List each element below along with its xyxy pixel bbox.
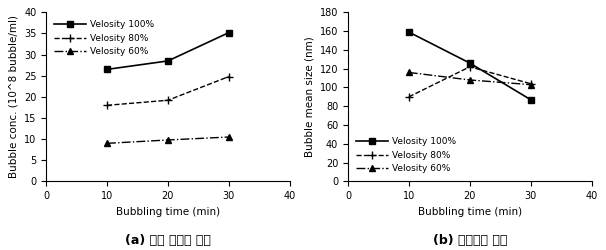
Text: (b) 기포크기 평균: (b) 기포크기 평균 (433, 234, 507, 248)
Velosity 100% (164, 60, 171, 62)
Text: (a) 기포 개체수 평균: (a) 기포 개체수 평균 (125, 234, 211, 248)
Velosity 100% (405, 30, 413, 34)
Velosity 60% (225, 136, 233, 138)
Velosity 100% (225, 31, 233, 34)
Velosity 100% (466, 62, 473, 64)
Velosity 80% (104, 104, 111, 107)
X-axis label: Bubbling time (min): Bubbling time (min) (116, 207, 220, 217)
Velosity 60% (104, 142, 111, 145)
Velosity 100% (104, 68, 111, 71)
Velosity 80% (527, 82, 534, 85)
Legend: Velosity 100%, Velosity 80%, Velosity 60%: Velosity 100%, Velosity 80%, Velosity 60… (51, 17, 158, 60)
Velosity 80% (466, 65, 473, 68)
Line: Velosity 60%: Velosity 60% (406, 70, 533, 87)
Y-axis label: Bubble mean size (nm): Bubble mean size (nm) (304, 36, 314, 157)
Velosity 60% (466, 78, 473, 82)
X-axis label: Bubbling time (min): Bubbling time (min) (418, 207, 522, 217)
Line: Velosity 60%: Velosity 60% (104, 134, 231, 146)
Line: Velosity 100%: Velosity 100% (104, 30, 231, 72)
Line: Velosity 80%: Velosity 80% (405, 63, 535, 101)
Velosity 100% (527, 98, 534, 101)
Line: Velosity 80%: Velosity 80% (103, 72, 233, 110)
Line: Velosity 100%: Velosity 100% (406, 29, 533, 102)
Y-axis label: Bubble conc. (10^8 bubble/ml): Bubble conc. (10^8 bubble/ml) (8, 15, 18, 178)
Velosity 60% (164, 138, 171, 141)
Legend: Velosity 100%, Velosity 80%, Velosity 60%: Velosity 100%, Velosity 80%, Velosity 60… (353, 134, 460, 177)
Velosity 60% (527, 83, 534, 86)
Velosity 60% (405, 71, 413, 74)
Velosity 80% (405, 95, 413, 98)
Velosity 80% (225, 75, 233, 78)
Velosity 80% (164, 99, 171, 102)
